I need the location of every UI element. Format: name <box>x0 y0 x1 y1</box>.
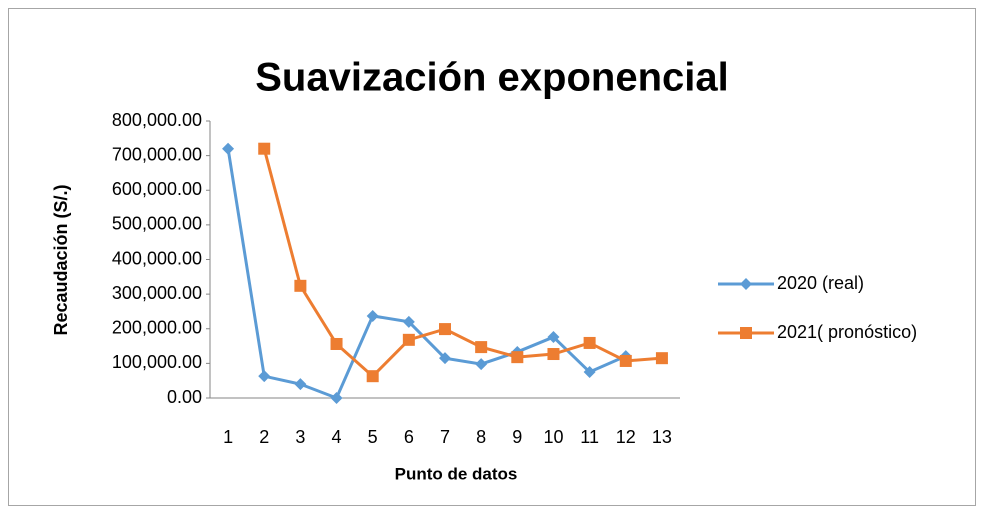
x-tick-label: 8 <box>476 427 486 447</box>
x-tick-label: 6 <box>404 427 414 447</box>
chart-border <box>8 8 976 506</box>
data-point <box>439 352 451 365</box>
x-tick-label: 4 <box>332 427 342 447</box>
x-tick-label: 12 <box>616 427 636 447</box>
data-point <box>511 351 524 364</box>
data-point <box>330 392 343 404</box>
x-tick-label: 5 <box>368 427 378 447</box>
y-tick-label: 200,000.00 <box>112 318 202 338</box>
x-tick-label: 9 <box>512 427 522 447</box>
data-point <box>294 279 307 292</box>
y-tick-label: 0.00 <box>167 387 202 407</box>
data-point <box>222 142 235 155</box>
data-point <box>583 336 596 349</box>
y-tick-label: 300,000.00 <box>112 283 202 303</box>
chart-title: Suavización exponencial <box>255 56 729 100</box>
data-point <box>258 370 271 383</box>
data-point <box>366 370 379 383</box>
legend-label: 2021( pronóstico) <box>777 322 917 342</box>
x-tick-label: 11 <box>580 427 599 447</box>
data-point <box>258 142 271 155</box>
data-point <box>402 315 415 328</box>
data-point <box>402 333 415 346</box>
y-tick-label: 700,000.00 <box>112 144 202 164</box>
data-point <box>475 358 488 371</box>
x-tick-label: 2 <box>259 427 269 447</box>
y-tick-label: 100,000.00 <box>112 352 202 372</box>
legend-marker <box>740 327 752 339</box>
data-point <box>366 309 379 322</box>
x-tick-label: 3 <box>295 427 305 447</box>
data-point <box>475 341 488 354</box>
x-tick-label: 13 <box>652 427 672 447</box>
x-axis-label: Punto de datos <box>395 464 518 483</box>
data-point <box>330 337 343 350</box>
data-point <box>547 348 560 361</box>
data-point <box>583 366 596 379</box>
x-tick-label: 1 <box>223 427 233 447</box>
y-tick-label: 400,000.00 <box>112 248 202 268</box>
series-line <box>226 148 627 400</box>
y-tick-label: 800,000.00 <box>112 110 202 130</box>
data-point <box>294 378 307 391</box>
legend-marker <box>740 278 752 290</box>
data-point <box>439 323 451 336</box>
x-tick-label: 10 <box>543 427 563 447</box>
x-tick-label: 7 <box>440 427 450 447</box>
data-point <box>547 331 560 344</box>
y-tick-label: 500,000.00 <box>112 214 202 234</box>
data-point <box>655 352 668 365</box>
y-tick-label: 600,000.00 <box>112 179 202 199</box>
series-line <box>262 148 663 379</box>
data-point <box>619 354 632 367</box>
y-axis-label: Recaudación (S/.) <box>51 184 71 335</box>
legend-label: 2020 (real) <box>777 273 864 293</box>
